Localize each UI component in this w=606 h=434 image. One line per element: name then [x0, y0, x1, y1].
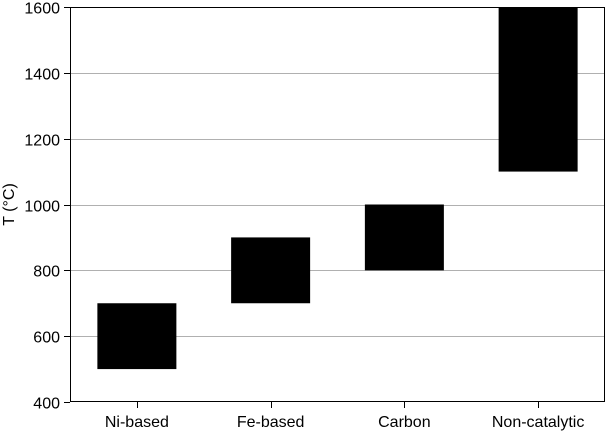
y-tick-label: 1000	[24, 199, 60, 216]
y-axis-label: T (°C)	[1, 183, 18, 226]
range-bars	[97, 7, 578, 370]
y-tick-label: 600	[33, 330, 60, 347]
y-tick-label: 800	[33, 264, 60, 281]
range-bar-carbon	[364, 204, 444, 271]
x-tick-label: Carbon	[378, 414, 430, 431]
y-tick-label: 400	[33, 396, 60, 413]
range-bar-non-catalytic	[498, 7, 578, 172]
y-tick-label: 1600	[24, 1, 60, 18]
x-tick-label: Non-catalytic	[492, 414, 584, 431]
x-axis-ticks: Ni-based Fe-based Carbon Non-catalytic	[105, 402, 584, 431]
range-bar-ni-based	[97, 303, 177, 370]
plot-frame	[70, 7, 605, 402]
y-axis-ticks: 400 600 800 1000 1200 1400 1600	[24, 1, 70, 413]
x-tick-label: Fe-based	[237, 414, 305, 431]
y-tick-label: 1400	[24, 67, 60, 84]
y-tick-label: 1200	[24, 133, 60, 150]
x-tick-label: Ni-based	[105, 414, 169, 431]
range-bar-fe-based	[231, 237, 311, 304]
